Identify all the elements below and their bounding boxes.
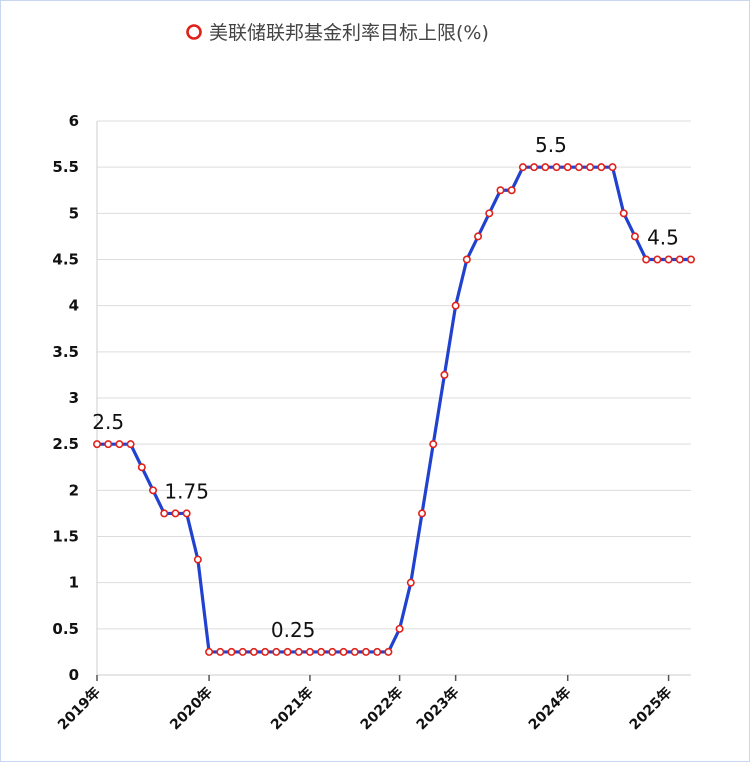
data-point: [518, 163, 527, 172]
data-point: [608, 163, 617, 172]
data-point: [384, 647, 393, 656]
data-point: [574, 163, 583, 172]
data-point: [485, 209, 494, 218]
data-point: [238, 647, 247, 656]
data-point: [642, 255, 651, 264]
data-point: [474, 232, 483, 241]
data-point: [317, 647, 326, 656]
x-tick-label: 2022年: [357, 684, 406, 733]
data-label: 1.75: [164, 479, 209, 503]
data-point: [283, 647, 292, 656]
data-point: [552, 163, 561, 172]
y-tick-label: 2: [69, 481, 79, 499]
data-point: [373, 647, 382, 656]
data-point: [249, 647, 258, 656]
data-point: [619, 209, 628, 218]
data-label: 5.5: [535, 133, 567, 157]
x-tick-label: 2025年: [626, 684, 675, 733]
axes: [96, 121, 691, 676]
x-axis-tick-labels: 2019年 2020年 2021年 2022年 2023年 2024年 2025年: [54, 675, 675, 733]
data-point: [429, 440, 438, 449]
data-point: [406, 578, 415, 587]
data-point: [675, 255, 684, 264]
data-point: [160, 509, 169, 518]
gridlines: [97, 120, 691, 630]
data-point: [305, 647, 314, 656]
data-point: [395, 624, 404, 633]
y-tick-label: 3: [69, 389, 79, 407]
data-point: [339, 647, 348, 656]
data-point: [93, 440, 102, 449]
data-point: [193, 555, 202, 564]
data-point: [586, 163, 595, 172]
x-tick-label: 2019年: [54, 684, 103, 733]
data-label: 2.5: [92, 410, 124, 434]
data-label: 4.5: [647, 226, 679, 250]
data-point: [171, 509, 180, 518]
chart-title: 美联储联邦基金利率目标上限(%): [186, 22, 489, 44]
y-tick-label: 0: [69, 666, 79, 684]
x-tick-label: 2021年: [267, 684, 316, 733]
data-point: [496, 186, 505, 195]
data-point: [328, 647, 337, 656]
y-tick-label: 4.5: [52, 251, 79, 269]
data-point: [216, 647, 225, 656]
data-point: [294, 647, 303, 656]
data-point: [205, 647, 214, 656]
series-line-group: [95, 165, 693, 654]
x-tick-label: 2023年: [413, 684, 462, 733]
y-tick-label: 5.5: [52, 158, 79, 176]
data-labels: 2.5 1.75 0.25 5.5 4.5: [92, 133, 679, 642]
y-tick-label: 0.5: [52, 620, 79, 638]
y-tick-label: 1: [69, 574, 79, 592]
data-point: [104, 440, 113, 449]
data-point: [182, 509, 191, 518]
data-point: [115, 440, 124, 449]
data-point: [597, 163, 606, 172]
data-label: 0.25: [271, 618, 316, 642]
data-point: [149, 486, 158, 495]
data-point: [440, 370, 449, 379]
y-tick-label: 2.5: [52, 435, 79, 453]
data-point: [653, 255, 662, 264]
data-point: [137, 463, 146, 472]
data-point: [350, 647, 359, 656]
y-tick-label: 1.5: [52, 528, 79, 546]
data-point: [272, 647, 281, 656]
data-point: [418, 509, 427, 518]
data-point: [361, 647, 370, 656]
data-point: [664, 255, 673, 264]
chart-title-text: 美联储联邦基金利率目标上限(%): [209, 22, 489, 44]
legend-marker: [186, 24, 202, 40]
y-axis-tick-labels: 0 0.5 1 1.5 2 2.5 3 3.5 4 4.5 5 5.5 6: [52, 112, 79, 684]
data-point: [563, 163, 572, 172]
data-point: [507, 186, 516, 195]
y-tick-label: 6: [69, 112, 79, 130]
data-point: [451, 301, 460, 310]
data-point: [530, 163, 539, 172]
y-tick-label: 4: [69, 297, 79, 315]
data-point: [686, 255, 695, 264]
x-tick-label: 2024年: [525, 684, 574, 733]
data-point: [541, 163, 550, 172]
data-point: [462, 255, 471, 264]
y-tick-label: 3.5: [52, 343, 79, 361]
x-tick-label: 2020年: [166, 684, 215, 733]
data-point: [227, 647, 236, 656]
y-tick-label: 5: [69, 204, 79, 222]
data-point: [630, 232, 639, 241]
series-line: [95, 165, 693, 654]
data-points: [93, 163, 695, 656]
data-point: [261, 647, 270, 656]
data-point: [126, 440, 135, 449]
